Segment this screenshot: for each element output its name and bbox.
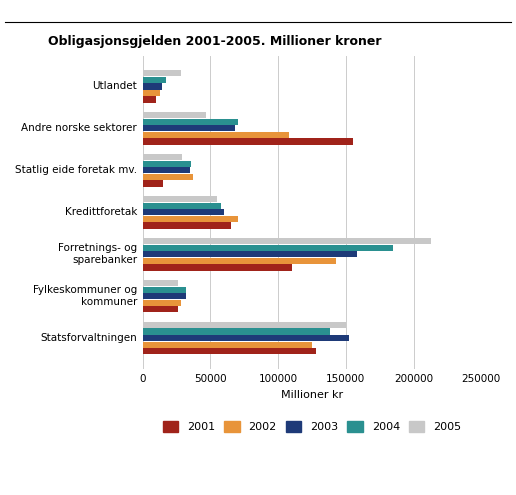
Bar (143, 167, 190, 173)
Bar (143, 258, 336, 264)
Text: Obligasjonsgjelden 2001-2005. Millioner kroner: Obligasjonsgjelden 2001-2005. Millioner … (48, 35, 381, 48)
Bar (143, 132, 289, 138)
Bar (143, 125, 235, 132)
Bar (143, 180, 163, 187)
Bar (143, 238, 431, 244)
Bar (143, 209, 224, 215)
Bar (143, 322, 346, 328)
Bar (143, 264, 292, 270)
Bar (143, 348, 316, 354)
Bar (143, 329, 330, 335)
Bar (143, 251, 357, 257)
Bar (143, 97, 156, 102)
Bar (143, 306, 178, 312)
Bar (143, 160, 191, 167)
Bar (143, 280, 178, 286)
Bar (143, 90, 160, 96)
Bar (143, 119, 237, 125)
Bar (143, 154, 182, 160)
Bar (143, 83, 162, 90)
Bar (143, 112, 206, 118)
Bar (143, 293, 186, 299)
Bar (143, 77, 166, 83)
Legend: 2001, 2002, 2003, 2004, 2005: 2001, 2002, 2003, 2004, 2005 (159, 418, 465, 436)
Bar (143, 216, 237, 222)
Bar (143, 287, 186, 293)
Bar (143, 222, 231, 229)
Bar (143, 245, 393, 251)
Bar (143, 70, 181, 76)
Bar (143, 174, 193, 180)
Bar (143, 139, 352, 145)
Bar (143, 202, 221, 209)
Bar (143, 299, 181, 306)
Bar (143, 335, 349, 341)
Bar (143, 342, 312, 348)
X-axis label: Millioner kr: Millioner kr (281, 390, 343, 400)
Bar (143, 196, 217, 202)
